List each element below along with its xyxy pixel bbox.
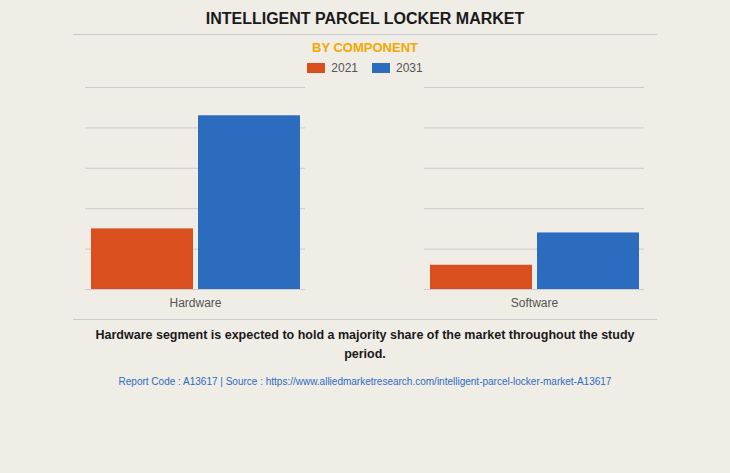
html-text:Hardware segment is expected t: Hardware segment is expected to hold a m… (95, 328, 635, 342)
html-text:INTELLIGENT PARCEL LOCKER MARK: INTELLIGENT PARCEL LOCKER MARKET (205, 10, 525, 27)
html-text:Report Code : A13617 | Source: Report Code : A13617 | Source : https://… (118, 375, 612, 387)
svg-text:Hardware: Hardware (169, 296, 221, 310)
html-text:2021: 2021 (331, 61, 358, 75)
html-text:BY COMPONENT: BY COMPONENT (312, 40, 418, 55)
html-text:2031: 2031 (396, 61, 423, 75)
svg-text:Software: Software (511, 296, 559, 310)
html-text:period.: period. (344, 346, 386, 361)
